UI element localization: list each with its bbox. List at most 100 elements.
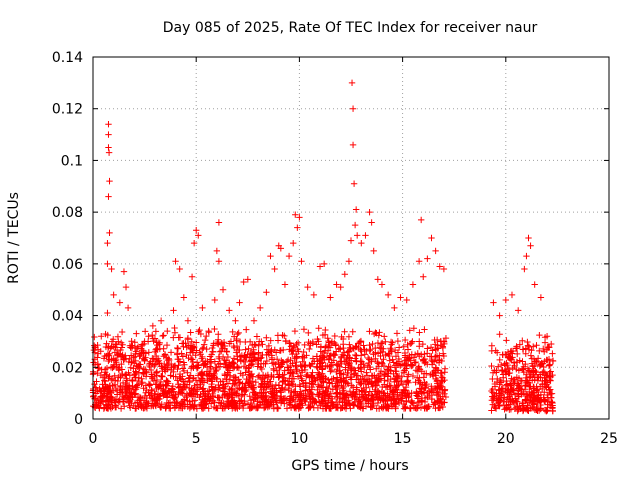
data-point bbox=[116, 299, 124, 306]
data-point-dense bbox=[186, 374, 193, 381]
data-point-dense bbox=[292, 350, 300, 358]
data-point-dense bbox=[403, 365, 410, 372]
data-point-dense bbox=[533, 342, 540, 349]
chart-title: Day 085 of 2025, Rate Of TEC Index for r… bbox=[163, 20, 538, 36]
data-point-dense bbox=[408, 399, 416, 406]
data-point-dense bbox=[422, 405, 430, 412]
data-point-dense bbox=[94, 369, 101, 377]
data-point-dense bbox=[360, 360, 367, 368]
data-point-dense bbox=[276, 347, 284, 354]
data-point-dense bbox=[245, 382, 253, 389]
data-point-dense bbox=[190, 386, 197, 394]
data-point-dense bbox=[101, 377, 108, 384]
data-point bbox=[122, 283, 130, 291]
data-point-dense bbox=[379, 396, 386, 403]
data-point-dense bbox=[414, 367, 422, 375]
data-point-dense bbox=[421, 359, 428, 367]
data-point-dense bbox=[193, 365, 201, 372]
data-point-dense bbox=[271, 346, 278, 353]
data-point-dense bbox=[393, 360, 400, 367]
data-point-dense bbox=[176, 374, 183, 382]
data-point-dense bbox=[421, 350, 428, 358]
data-point-dense bbox=[131, 353, 138, 361]
data-point-dense bbox=[430, 358, 438, 365]
data-point-dense bbox=[545, 362, 553, 369]
data-point-dense bbox=[172, 373, 179, 380]
data-point-dense bbox=[211, 370, 218, 378]
data-point-dense bbox=[239, 404, 247, 412]
data-point-dense bbox=[367, 346, 374, 353]
data-point-dense bbox=[363, 347, 370, 355]
data-point-dense bbox=[162, 387, 169, 394]
data-point-dense bbox=[198, 403, 205, 411]
data-point-dense bbox=[153, 339, 160, 346]
data-point-dense bbox=[420, 370, 428, 377]
data-point-dense bbox=[438, 341, 445, 349]
data-point-dense bbox=[160, 390, 168, 397]
data-point-dense bbox=[375, 363, 383, 370]
data-point-dense bbox=[491, 383, 499, 390]
data-point-dense bbox=[358, 387, 365, 394]
data-point-dense bbox=[544, 343, 551, 351]
data-point-dense bbox=[250, 350, 257, 357]
data-point bbox=[378, 281, 386, 288]
data-point-dense bbox=[161, 360, 168, 368]
x-tick-label: 20 bbox=[497, 431, 515, 447]
data-point-dense bbox=[507, 406, 515, 413]
data-point-dense bbox=[499, 388, 507, 396]
data-point-dense bbox=[347, 405, 354, 412]
data-point-dense bbox=[330, 401, 337, 408]
data-point bbox=[106, 229, 113, 237]
data-point-dense bbox=[106, 350, 113, 357]
data-point-dense bbox=[131, 338, 138, 346]
data-point-dense bbox=[164, 356, 172, 364]
data-point-dense bbox=[531, 394, 538, 401]
data-point-dense bbox=[350, 389, 357, 396]
data-point-dense bbox=[386, 382, 393, 389]
data-point-dense bbox=[145, 400, 152, 407]
data-point-dense bbox=[541, 397, 548, 405]
data-point-dense bbox=[104, 393, 111, 400]
y-tick-label: 0.08 bbox=[52, 205, 83, 221]
data-point bbox=[215, 258, 223, 265]
data-point bbox=[236, 299, 243, 306]
data-points bbox=[89, 79, 557, 415]
data-point-dense bbox=[228, 386, 235, 394]
data-point-dense bbox=[234, 330, 241, 338]
data-point-dense bbox=[260, 360, 267, 367]
data-point-dense bbox=[324, 335, 331, 342]
data-point-dense bbox=[224, 369, 232, 376]
data-point-dense bbox=[286, 339, 293, 347]
data-point-dense bbox=[117, 353, 125, 360]
data-point-dense bbox=[436, 352, 443, 359]
data-point bbox=[527, 242, 534, 249]
data-point-dense bbox=[246, 362, 253, 369]
data-point-dense bbox=[368, 379, 375, 387]
data-point bbox=[296, 214, 303, 221]
data-point-dense bbox=[298, 392, 305, 399]
data-point-dense bbox=[187, 329, 194, 336]
data-point-dense bbox=[142, 389, 149, 396]
data-point-dense bbox=[123, 392, 131, 400]
data-point-dense bbox=[389, 356, 396, 363]
data-point-dense bbox=[545, 344, 552, 351]
data-point-dense bbox=[341, 328, 348, 335]
data-point-dense bbox=[154, 358, 161, 365]
data-point-dense bbox=[378, 359, 385, 366]
data-point-dense bbox=[345, 397, 352, 404]
data-point-dense bbox=[382, 338, 389, 345]
data-point-dense bbox=[362, 378, 370, 385]
data-point-dense bbox=[136, 353, 143, 360]
data-point-dense bbox=[255, 349, 262, 356]
y-tick-label: 0.1 bbox=[61, 153, 83, 169]
data-point-dense bbox=[329, 399, 336, 407]
data-point-dense bbox=[110, 363, 118, 370]
data-point-dense bbox=[117, 374, 124, 382]
data-point-dense bbox=[152, 369, 160, 377]
data-point-dense bbox=[373, 405, 380, 412]
data-point-dense bbox=[428, 395, 435, 403]
data-point-dense bbox=[355, 364, 362, 372]
data-point-dense bbox=[365, 359, 372, 367]
data-point-dense bbox=[204, 375, 212, 383]
data-point bbox=[316, 263, 324, 270]
